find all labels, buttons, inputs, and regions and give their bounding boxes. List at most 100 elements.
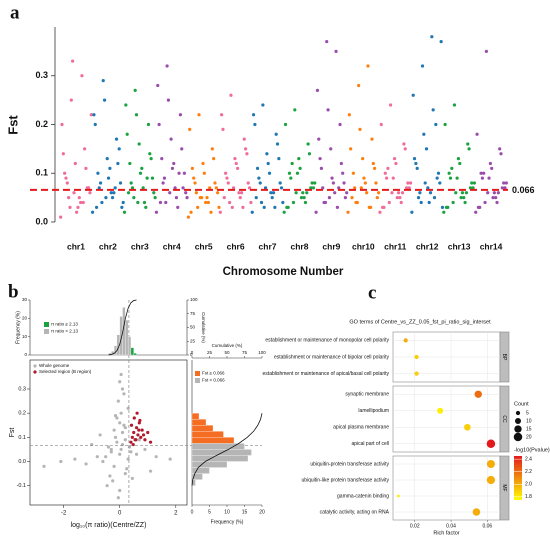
snp-point	[217, 205, 221, 209]
x-tick-label: 5	[208, 509, 211, 515]
scatter-point	[98, 433, 102, 437]
snp-point	[204, 200, 208, 205]
snp-point	[225, 176, 229, 180]
snp-point	[483, 200, 487, 205]
chromosome-label: chr4	[163, 241, 181, 251]
snp-point	[482, 171, 486, 175]
scatter-point	[135, 411, 139, 415]
color-tick-label: 2.2	[525, 469, 532, 475]
scatter-point	[118, 452, 122, 456]
snp-point	[122, 210, 127, 214]
snp-point	[88, 191, 92, 195]
scatter-point	[119, 411, 123, 415]
snp-point	[422, 132, 426, 136]
snp-point	[377, 191, 381, 195]
x-axis-label: Chromosome Number	[223, 266, 344, 278]
snp-point	[504, 181, 508, 185]
histogram-bar	[130, 347, 134, 356]
snp-point	[61, 152, 65, 156]
snp-point	[250, 210, 254, 214]
snp-point	[249, 200, 253, 205]
facet-panel	[392, 385, 501, 453]
legend-label: Fst ≥ 0.066	[202, 371, 225, 376]
snp-point	[239, 191, 244, 195]
snp-point	[424, 147, 429, 151]
snp-point	[64, 176, 68, 180]
snp-point	[359, 186, 363, 190]
snp-point	[498, 147, 502, 151]
y-axis-label: Fst	[5, 115, 20, 135]
snp-point	[278, 181, 282, 185]
snp-point	[83, 147, 87, 151]
snp-point	[395, 196, 399, 200]
scatter-point	[148, 440, 153, 444]
cumulative-tick-label: 0	[191, 350, 194, 355]
scatter-point	[129, 423, 134, 427]
chromosome-label: chr1	[67, 241, 85, 251]
snp-point	[63, 171, 67, 175]
snp-point	[326, 108, 330, 112]
snp-point	[462, 196, 466, 200]
snp-point	[375, 196, 379, 200]
snp-point	[472, 181, 477, 185]
snp-point	[310, 181, 314, 185]
go-dot	[414, 354, 419, 360]
snp-point	[491, 196, 495, 200]
snp-point	[383, 171, 387, 175]
chromosome-label: chr2	[99, 241, 117, 251]
scatter-point	[132, 416, 136, 420]
x-tick-label: 0.06	[482, 523, 492, 529]
snp-point	[234, 161, 238, 166]
snp-point	[266, 161, 270, 166]
snp-point	[454, 191, 458, 195]
scatter-point	[146, 430, 150, 435]
snp-point	[230, 205, 234, 209]
snp-point	[446, 205, 450, 209]
snp-point	[110, 196, 115, 200]
snp-point	[193, 181, 197, 185]
snp-point	[428, 191, 433, 195]
snp-point	[313, 181, 317, 185]
snp-point	[60, 122, 64, 127]
snp-point	[404, 186, 409, 190]
snp-point	[450, 166, 454, 170]
scatter-point	[95, 455, 99, 459]
y-tick-label: 0.2	[35, 119, 48, 129]
scatter-point	[130, 476, 134, 481]
snp-point	[420, 64, 425, 68]
snp-point	[499, 152, 503, 156]
snp-point	[390, 191, 394, 195]
snp-point	[241, 205, 245, 209]
go-dot	[414, 371, 419, 376]
snp-point	[79, 200, 83, 205]
snp-point	[301, 191, 305, 195]
x-tick-label: 20	[259, 509, 265, 515]
snp-point	[222, 196, 226, 200]
snp-point	[76, 205, 80, 209]
snp-point	[468, 186, 473, 190]
scatter-point	[119, 447, 123, 452]
legend-swatch	[195, 371, 200, 376]
cumulative-tick-label: 0	[190, 352, 193, 357]
scatter-point	[168, 457, 172, 461]
histogram-bar	[191, 413, 200, 420]
scatter-point	[132, 430, 136, 435]
snp-point	[357, 83, 361, 88]
snp-point	[418, 191, 422, 195]
snp-point	[392, 157, 397, 161]
snp-point	[427, 200, 431, 205]
snp-point	[93, 122, 97, 127]
snp-point	[104, 196, 108, 200]
scatter-point	[113, 435, 118, 439]
snp-point	[176, 205, 180, 209]
snp-point	[101, 79, 105, 83]
snp-point	[387, 200, 391, 205]
snp-point	[490, 166, 494, 170]
snp-point	[327, 196, 331, 200]
y-tick-label: 0.0	[35, 216, 48, 226]
histogram-bar	[191, 437, 235, 444]
scatter-point	[118, 488, 122, 493]
snp-point	[439, 40, 443, 44]
scatter-point	[129, 450, 133, 454]
snp-point	[161, 181, 165, 185]
